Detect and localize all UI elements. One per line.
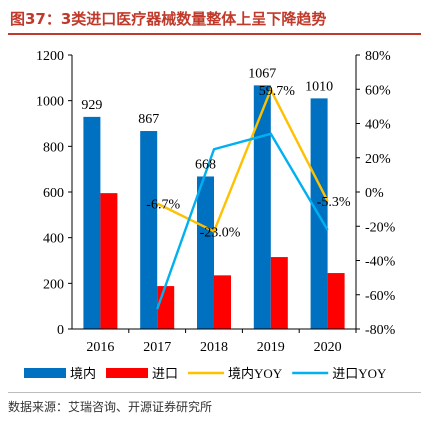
bar-1-2020 [327,273,345,329]
line-data-label: -5.3% [317,195,351,210]
left-tick-label: 800 [43,140,64,155]
source-note: 数据来源：艾瑞咨询、开源证券研究所 [8,400,213,414]
line-layer [156,86,329,310]
title-underline [8,33,421,35]
legend-label-2: 境内YOY [228,366,283,381]
bar-1-2019 [270,257,288,329]
left-tick-label: 1000 [36,95,64,110]
bar-1-2017 [157,286,175,329]
bar-data-label: 929 [81,98,102,113]
bar-data-label: 668 [195,157,216,172]
left-tick-label: 600 [43,186,64,201]
x-tick-label: 2019 [257,340,285,355]
series-line-0 [156,86,329,234]
right-tick-label: 60% [365,83,391,98]
series-line-1 [156,132,329,310]
right-tick-label: -60% [365,289,396,304]
x-tick-label: 2018 [200,340,228,355]
axes-layer: 0 200 400 600 800 1000 1200 -80% -60% -40% -20% 0% 2… [36,49,396,355]
right-tick-label: -40% [365,255,396,270]
right-tick-label: 80% [365,49,391,64]
left-tick-label: 1200 [36,49,64,64]
line-data-label: 59.7% [259,84,296,99]
bar-data-label: 867 [138,112,159,127]
source-divider [8,392,421,393]
legend-label-1: 进口 [152,366,178,381]
x-tick-label: 2020 [314,340,342,355]
bar-0-2019 [253,85,271,329]
figure-title: 图37：3类进口医疗器械数量整体上呈下降趋势 [10,10,327,28]
bar-layer [83,85,345,330]
chart: 0 200 400 600 800 1000 1200 -80% -60% -40% -20% 0% 2… [24,49,396,381]
bar-1-2016 [100,193,118,329]
bar-data-label: 1010 [305,79,333,94]
bar-0-2017 [140,131,158,329]
bar-data-label: 1067 [248,66,276,81]
left-tick-label: 400 [43,232,64,247]
legend-swatch-0 [24,368,66,378]
data-label-layer: 929 867 668 1067 1010 -6.7% -23.0% 59.7% -5.3% [81,66,350,240]
x-tick-label: 2017 [143,340,171,355]
right-tick-label: 0% [365,186,384,201]
right-tick-label: -80% [365,323,396,338]
legend-label-3: 进口YOY [332,366,387,381]
line-data-label: -6.7% [146,197,180,212]
right-tick-label: -20% [365,220,396,235]
legend-label-0: 境内 [70,366,96,381]
legend: 境内 进口 境内YOY 进口YOY [24,366,387,381]
right-tick-label: 40% [365,118,391,133]
x-tick-label: 2016 [86,340,114,355]
bar-0-2018 [197,176,214,329]
line-data-label: -23.0% [200,225,241,240]
left-tick-label: 200 [43,277,64,292]
legend-swatch-1 [106,368,149,378]
bar-0-2016 [83,116,101,330]
bar-1-2018 [214,275,231,329]
left-tick-label: 0 [57,323,64,338]
right-tick-label: 20% [365,152,391,167]
